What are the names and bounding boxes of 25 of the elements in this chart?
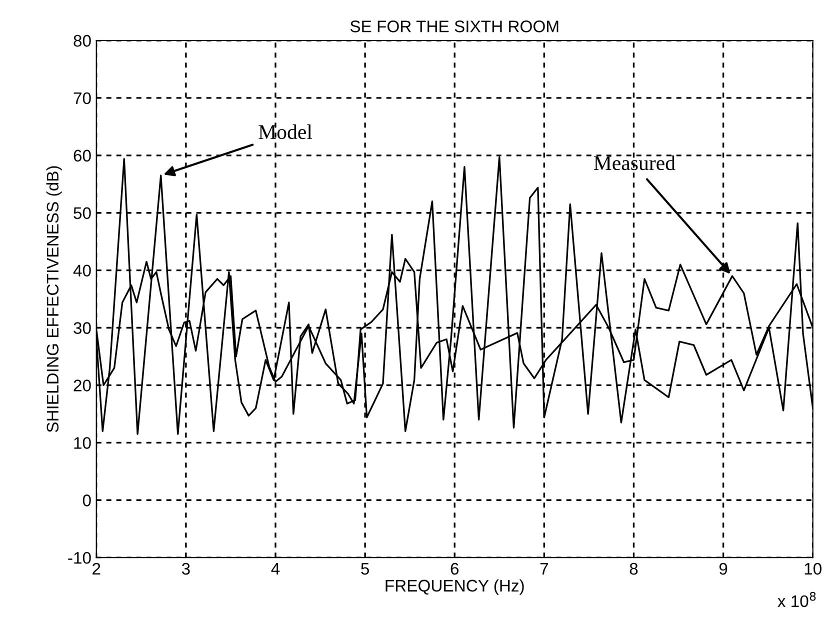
y-tick-label: 50 (74, 207, 91, 220)
x-tick-label: 9 (719, 562, 728, 575)
x-tick-label: 6 (450, 562, 459, 575)
y-tick-label: 40 (73, 264, 91, 277)
chart-title: SE FOR THE SIXTH ROOM (350, 20, 558, 32)
annotation: Model (258, 124, 312, 140)
y-tick-label: 30 (74, 322, 91, 334)
y-tick-label: -10 (68, 552, 91, 564)
text: x 10$^{8}$ (778, 592, 816, 608)
x-tick-label: 2 (92, 562, 100, 575)
x-tick-label: 4 (271, 563, 280, 575)
x-tick-label: 7 (540, 563, 548, 575)
annotation: Measured (594, 156, 676, 170)
x-tick-label: 3 (182, 562, 190, 575)
y-tick-label: 60 (74, 150, 91, 162)
y-axis-title: SHIELDING EFFECTIVENESS (dB) (46, 166, 62, 432)
x-tick-label: 8 (630, 562, 638, 575)
x-tick-label: 10 (804, 562, 822, 575)
y-tick-label: 0 (82, 494, 91, 506)
x-tick-label: 5 (361, 563, 369, 575)
y-tick-label: 20 (74, 380, 91, 392)
y-tick-label: 80 (74, 34, 91, 47)
x-axis-title: FREQUENCY (Hz) (386, 579, 524, 595)
y-tick-label: 70 (74, 92, 91, 104)
y-tick-label: 10 (74, 437, 91, 449)
